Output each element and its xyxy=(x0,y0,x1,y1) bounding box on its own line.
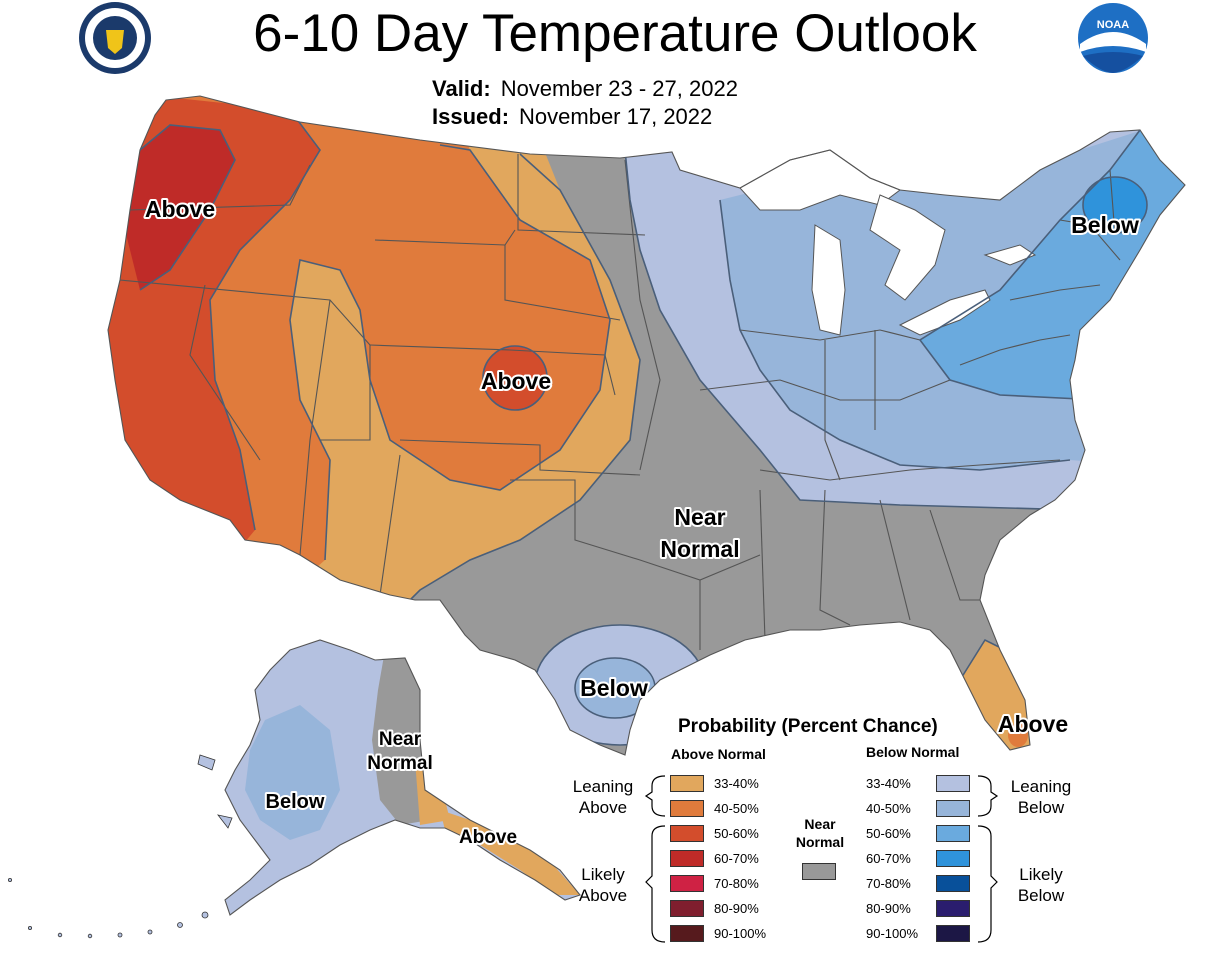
legend-below-swatch xyxy=(936,775,970,792)
valid-value: November 23 - 27, 2022 xyxy=(500,76,738,101)
legend-above-range: 40-50% xyxy=(714,801,759,816)
issued-value: November 17, 2022 xyxy=(519,104,713,129)
legend-leaning-above: Leaning Above xyxy=(566,776,640,818)
legend-leaning-above-1: Leaning xyxy=(572,777,634,796)
legend-likely-above-1: Likely xyxy=(581,865,625,884)
legend-above-range: 33-40% xyxy=(714,776,759,791)
legend-above-swatch xyxy=(670,850,704,867)
legend-near-normal-1: Near xyxy=(804,816,836,832)
legend-near-normal-swatch xyxy=(802,863,836,880)
label-alaska-southeast: Above xyxy=(459,827,517,848)
legend-below-swatch xyxy=(936,925,970,942)
legend-below-header: Below Normal xyxy=(866,744,960,760)
legend-below-range: 80-90% xyxy=(866,901,911,916)
issued-line: Issued: November 17, 2022 xyxy=(432,104,712,130)
legend-above-range: 80-90% xyxy=(714,901,759,916)
legend-above-swatch xyxy=(670,900,704,917)
legend-below-range: 50-60% xyxy=(866,826,911,841)
legend-above-swatch xyxy=(670,875,704,892)
legend-above-range: 50-60% xyxy=(714,826,759,841)
aleutian-islands xyxy=(7,754,233,939)
label-south-central-1: Near xyxy=(674,504,725,530)
legend-below-swatch xyxy=(936,875,970,892)
legend-above-range: 60-70% xyxy=(714,851,759,866)
legend-likely-below: Likely Below xyxy=(1002,864,1080,906)
label-alaska-east-1: Near xyxy=(379,729,422,750)
page-title: 6-10 Day Temperature Outlook xyxy=(253,4,977,63)
noaa-logo-icon: NOAA xyxy=(1078,3,1148,73)
legend-below-swatch xyxy=(936,900,970,917)
legend-leaning-below-2: Below xyxy=(1017,798,1065,817)
legend-likely-above: Likely Above xyxy=(566,864,640,906)
legend-above-swatch xyxy=(670,800,704,817)
label-alaska-east-2: Normal xyxy=(367,753,432,774)
label-west-coast: Above xyxy=(145,196,215,222)
legend-above-range: 70-80% xyxy=(714,876,759,891)
legend-leaning-below-1: Leaning xyxy=(1010,777,1072,796)
legend-below-swatch xyxy=(936,850,970,867)
legend-below-range: 70-80% xyxy=(866,876,911,891)
legend-below-range: 90-100% xyxy=(866,926,919,941)
legend-above-header: Above Normal xyxy=(671,746,766,762)
conus-shading xyxy=(108,96,1185,755)
noaa-logo-text: NOAA xyxy=(1097,19,1129,31)
legend-likely-below-2: Below xyxy=(1017,886,1065,905)
legend-above-swatch xyxy=(670,775,704,792)
label-northeast: Below xyxy=(1071,212,1139,238)
legend-near-normal-2: Normal xyxy=(795,834,845,850)
state-boundaries xyxy=(119,154,1121,650)
legend-above-swatch xyxy=(670,825,704,842)
legend-near-normal-label: Near Normal xyxy=(790,815,850,851)
legend-leaning-above-2: Above xyxy=(578,798,628,817)
legend-above-range: 90-100% xyxy=(714,926,767,941)
commerce-seal-icon xyxy=(79,2,151,74)
legend-leaning-below: Leaning Below xyxy=(1002,776,1080,818)
legend-likely-above-2: Above xyxy=(578,886,628,905)
legend-below-swatch xyxy=(936,800,970,817)
legend-below-range: 40-50% xyxy=(866,801,911,816)
label-central-plains: Above xyxy=(481,368,551,394)
issued-label: Issued: xyxy=(432,104,510,129)
legend-below-swatch xyxy=(936,825,970,842)
label-alaska-west: Below xyxy=(266,791,325,813)
legend-likely-below-1: Likely xyxy=(1019,865,1063,884)
legend-below-range: 60-70% xyxy=(866,851,911,866)
label-south-central-2: Normal xyxy=(660,536,739,562)
label-texas: Below xyxy=(580,675,648,701)
valid-line: Valid: November 23 - 27, 2022 xyxy=(432,76,738,102)
legend-below-range: 33-40% xyxy=(866,776,911,791)
label-florida: Above xyxy=(998,711,1068,737)
conus-outline xyxy=(107,95,1186,756)
alaska-outline xyxy=(224,639,581,916)
legend-title: Probability (Percent Chance) xyxy=(678,716,938,737)
legend-braces xyxy=(644,775,999,943)
map-labels: Above Above Below Near Normal Below Abov… xyxy=(143,194,1141,850)
valid-label: Valid: xyxy=(432,76,491,101)
legend-above-swatch xyxy=(670,925,704,942)
